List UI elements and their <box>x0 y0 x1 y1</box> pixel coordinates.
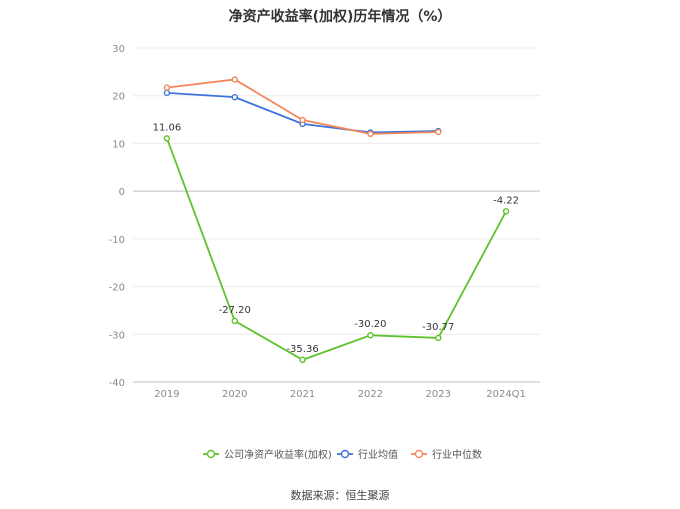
y-tick-label: 10 <box>112 139 125 150</box>
data-label: -27.20 <box>219 305 251 316</box>
data-point <box>367 130 374 138</box>
data-point <box>435 334 442 342</box>
data-label: -30.77 <box>422 322 454 333</box>
y-tick-label: 20 <box>112 92 125 103</box>
data-point <box>299 356 306 364</box>
y-tick-label: -20 <box>109 283 125 294</box>
legend-marker <box>340 449 350 459</box>
x-tick-label: 2024Q1 <box>486 389 526 400</box>
series-line <box>166 138 507 361</box>
x-tick-label: 2023 <box>426 389 451 400</box>
x-tick-label: 2020 <box>222 389 247 400</box>
legend-label: 行业均值 <box>358 448 398 461</box>
y-tick-label: 30 <box>112 44 125 55</box>
x-tick-label: 2021 <box>290 389 315 400</box>
data-point <box>367 332 374 339</box>
y-tick-label: -30 <box>109 330 125 341</box>
data-point <box>163 89 171 97</box>
data-point <box>502 208 510 215</box>
y-tick-label: 0 <box>119 187 125 198</box>
data-label: 11.06 <box>153 122 182 133</box>
data-point <box>435 128 442 136</box>
x-tick-label: 2022 <box>358 389 383 400</box>
y-tick-label: -10 <box>109 235 125 246</box>
legend-marker <box>206 449 216 459</box>
data-point <box>163 84 171 91</box>
data-point <box>231 93 238 101</box>
x-tick-label: 2019 <box>154 389 179 400</box>
data-label: -35.36 <box>286 344 318 355</box>
data-label: -4.22 <box>493 195 519 206</box>
legend-marker <box>414 449 424 459</box>
data-point <box>299 116 306 124</box>
data-point <box>163 135 171 142</box>
data-label: -30.20 <box>354 319 386 330</box>
legend-label: 行业中位数 <box>432 448 482 461</box>
legend-label: 公司净资产收益率(加权) <box>224 448 332 461</box>
chart-title: 净资产收益率(加权)历年情况（%） <box>228 9 452 25</box>
data-point <box>231 317 238 325</box>
data-source: 数据来源：恒生聚源 <box>290 489 390 502</box>
y-tick-label: -40 <box>109 378 125 389</box>
data-point <box>231 76 238 83</box>
